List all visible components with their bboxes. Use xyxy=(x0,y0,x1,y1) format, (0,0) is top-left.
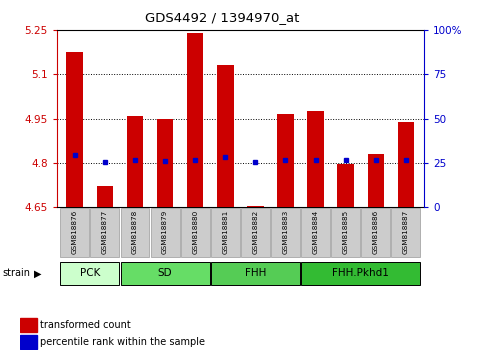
Text: GSM818883: GSM818883 xyxy=(282,210,288,254)
Text: GSM818879: GSM818879 xyxy=(162,210,168,254)
Text: GSM818885: GSM818885 xyxy=(343,210,349,254)
Text: GSM818882: GSM818882 xyxy=(252,210,258,254)
Text: GSM818877: GSM818877 xyxy=(102,210,108,254)
FancyBboxPatch shape xyxy=(120,208,149,257)
Bar xyxy=(277,114,294,207)
FancyBboxPatch shape xyxy=(60,262,119,285)
Bar xyxy=(97,187,113,207)
Bar xyxy=(157,119,174,207)
FancyBboxPatch shape xyxy=(361,208,390,257)
FancyBboxPatch shape xyxy=(241,208,270,257)
FancyBboxPatch shape xyxy=(151,208,179,257)
FancyBboxPatch shape xyxy=(90,208,119,257)
Text: percentile rank within the sample: percentile rank within the sample xyxy=(40,337,205,347)
FancyBboxPatch shape xyxy=(301,262,421,285)
FancyBboxPatch shape xyxy=(391,208,421,257)
Text: GSM818886: GSM818886 xyxy=(373,210,379,254)
Text: FHH: FHH xyxy=(245,268,266,279)
Text: GSM818881: GSM818881 xyxy=(222,210,228,254)
Bar xyxy=(20,318,37,332)
Text: GDS4492 / 1394970_at: GDS4492 / 1394970_at xyxy=(145,11,299,24)
Bar xyxy=(368,154,384,207)
Text: SD: SD xyxy=(158,268,173,279)
Text: transformed count: transformed count xyxy=(40,320,131,330)
Bar xyxy=(337,164,354,207)
FancyBboxPatch shape xyxy=(211,262,300,285)
FancyBboxPatch shape xyxy=(271,208,300,257)
FancyBboxPatch shape xyxy=(331,208,360,257)
Bar xyxy=(217,65,234,207)
Text: PCK: PCK xyxy=(80,268,100,279)
FancyBboxPatch shape xyxy=(120,262,210,285)
Text: GSM818884: GSM818884 xyxy=(313,210,318,254)
Bar xyxy=(20,335,37,349)
FancyBboxPatch shape xyxy=(301,208,330,257)
Bar xyxy=(307,111,324,207)
Text: GSM818876: GSM818876 xyxy=(72,210,78,254)
Text: FHH.Pkhd1: FHH.Pkhd1 xyxy=(332,268,389,279)
Bar xyxy=(127,116,143,207)
Text: GSM818887: GSM818887 xyxy=(403,210,409,254)
Bar xyxy=(187,33,204,207)
Text: GSM818878: GSM818878 xyxy=(132,210,138,254)
Text: ▶: ▶ xyxy=(34,268,41,279)
Bar xyxy=(67,52,83,207)
FancyBboxPatch shape xyxy=(60,208,89,257)
Bar xyxy=(247,206,264,207)
FancyBboxPatch shape xyxy=(211,208,240,257)
Text: strain: strain xyxy=(2,268,31,279)
Bar xyxy=(398,121,414,207)
Text: GSM818880: GSM818880 xyxy=(192,210,198,254)
FancyBboxPatch shape xyxy=(181,208,210,257)
